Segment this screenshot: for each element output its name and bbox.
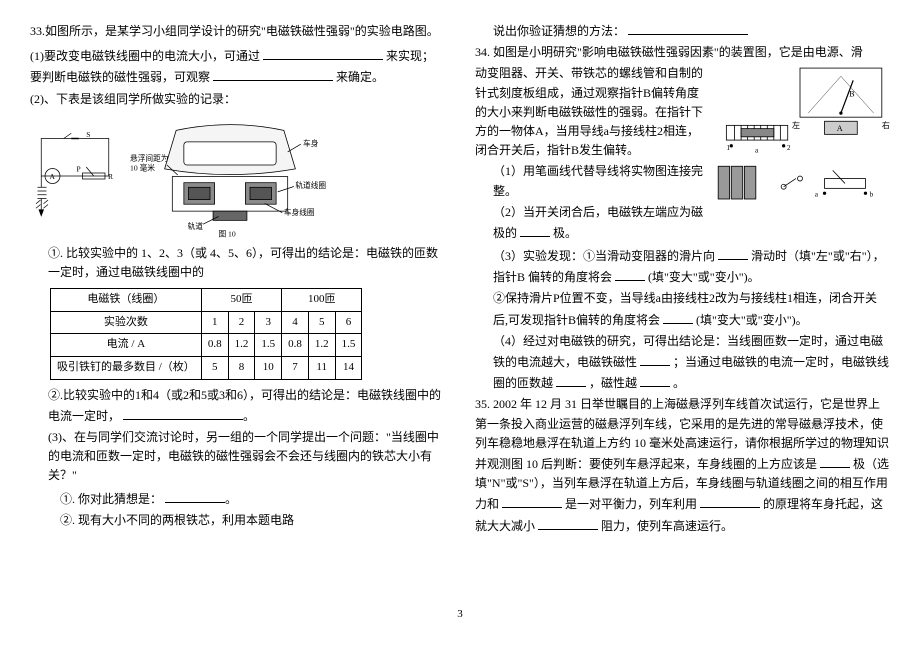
cell: 7 — [282, 356, 309, 379]
q33-p2: (2)、下表是该组同学所做实验的记录： — [30, 90, 445, 109]
blank-14[interactable] — [502, 493, 562, 508]
q33-p1: (1)要改变电磁铁线圈中的电流大小，可通过 来实现；要判断电磁铁的磁性强弱，可观… — [30, 45, 445, 87]
blank-10[interactable] — [640, 351, 670, 366]
blank-13[interactable] — [820, 453, 850, 468]
q33-p1c: 来确定。 — [336, 70, 384, 84]
q33-title: 33.如图所示，是某学习小组同学设计的研究"电磁铁磁性强弱"的实验电路图。 — [30, 22, 445, 41]
c100: 100匝 — [282, 289, 362, 312]
cell: 10 — [255, 356, 282, 379]
th3: 电流 / A — [51, 334, 202, 357]
rail-coil-label: 轨道线圈 — [295, 180, 326, 190]
label-r: R — [108, 172, 113, 181]
cell: 1.5 — [335, 334, 362, 357]
q33-conc2-text: ②.比较实验中的1和4（或2和5或3和6），可得出的结论是：电磁铁线圈中的电流一… — [48, 388, 441, 423]
q33-p1a: (1)要改变电磁铁线圈中的电流大小，可通过 — [30, 49, 260, 63]
q33-p3: (3)、在与同学们交流讨论时，另一组的一个同学提出一个问题："当线圈中的电流和匝… — [48, 428, 445, 486]
svg-text:2: 2 — [787, 143, 791, 152]
cell: 1.5 — [255, 334, 282, 357]
q34-p2b: 极。 — [553, 226, 577, 240]
cell: 6 — [335, 311, 362, 334]
cell: 4 — [282, 311, 309, 334]
q33-sub2: ②. 现有大小不同的两根铁芯，利用本题电路 — [60, 511, 445, 530]
svg-text:a: a — [755, 146, 759, 155]
blank-5[interactable] — [628, 20, 748, 35]
maglev-diagram: 悬浮间距为 10 毫米 车身 轨道线圈 车身线圈 轨道 图 10 — [130, 115, 330, 238]
q33-conc1-text: ①. 比较实验中的 1、2、3（或 4、5、6），可得出的结论是：电磁铁的匝数一… — [48, 246, 438, 279]
svg-text:B: B — [849, 90, 855, 99]
cell: 0.8 — [201, 334, 228, 357]
q34-p3e: (填"变大"或"变小")。 — [696, 313, 808, 327]
q33-sub3: 说出你验证猜想的方法： — [493, 20, 890, 41]
blank-4[interactable] — [165, 488, 225, 503]
q35: 35. 2002 年 12 月 31 日举世瞩目的上海磁悬浮列车线首次试运行，它… — [475, 395, 890, 535]
blank-7[interactable] — [718, 245, 748, 260]
cell: 0.8 — [282, 334, 309, 357]
cell: 11 — [308, 356, 335, 379]
svg-text:1: 1 — [726, 143, 730, 152]
svg-text:A: A — [50, 172, 56, 181]
q34-p4: （4）经过对电磁铁的研究，可得出结论是：当线圈匝数一定时，通过电磁铁的电流越大，… — [493, 332, 890, 394]
q34-p3: （3）实验发现：①当滑动变阻器的滑片向 滑动时（填"左"或"右"），指针B 偏转… — [493, 245, 890, 287]
blank-3[interactable] — [123, 405, 243, 420]
gap-label: 悬浮间距为 — [130, 153, 168, 163]
cell: 3 — [255, 311, 282, 334]
svg-text:左: 左 — [792, 120, 800, 130]
q34-apparatus: B 左 右 A 1 2 a a b — [710, 64, 890, 211]
gap-value: 10 毫米 — [130, 162, 155, 172]
blank-16[interactable] — [538, 515, 598, 530]
cell: 1.2 — [308, 334, 335, 357]
cell: 1 — [201, 311, 228, 334]
q35-t1c: 是一对平衡力，列车利用 — [565, 497, 697, 511]
svg-text:b: b — [870, 190, 874, 199]
rail-label: 轨道 — [188, 221, 204, 231]
blank-8[interactable] — [615, 266, 645, 281]
q34-block: B 左 右 A 1 2 a a b 动变阻器、开关、带铁芯的螺线管和自制的针式刻… — [475, 64, 890, 393]
blank-11[interactable] — [556, 372, 586, 387]
q34-p4c: ，磁性越 — [589, 376, 637, 390]
label-s: S — [86, 131, 90, 139]
svg-text:A: A — [837, 124, 843, 133]
circuit-diagram: S A P R — [30, 131, 120, 221]
q34-p3c: (填"变大"或"变小")。 — [648, 270, 760, 284]
blank-6[interactable] — [520, 222, 550, 237]
data-table: 电磁铁（线圈） 50匝 100匝 实验次数 1 2 3 4 5 6 电流 / A… — [50, 288, 362, 379]
q34-p4d: 。 — [673, 376, 685, 390]
cell: 8 — [228, 356, 255, 379]
blank-12[interactable] — [640, 372, 670, 387]
page-number: 3 — [30, 606, 890, 624]
svg-text:右: 右 — [882, 120, 890, 130]
q33-conc1: ①. 比较实验中的 1、2、3（或 4、5、6），可得出的结论是：电磁铁的匝数一… — [48, 244, 445, 282]
th2: 实验次数 — [51, 311, 202, 334]
blank-1[interactable] — [263, 45, 383, 60]
cell: 1.2 — [228, 334, 255, 357]
body-label: 车身 — [303, 138, 319, 148]
q34-head: 34. 如图是小明研究"影响电磁铁磁性强弱因素"的装置图，它是由电源、滑 — [475, 43, 890, 62]
th1: 电磁铁（线圈） — [51, 289, 202, 312]
q33-sub3-text: 说出你验证猜想的方法： — [493, 24, 625, 38]
fig10-caption: 图 10 — [218, 229, 235, 238]
cell: 5 — [308, 311, 335, 334]
th4: 吸引铁钉的最多数目 /（枚） — [51, 356, 202, 379]
q33-sub1: ①. 你对此猜想是： 。 — [60, 488, 445, 509]
cell: 5 — [201, 356, 228, 379]
q34-p3a: （3）实验发现：①当滑动变阻器的滑片向 — [493, 249, 715, 263]
svg-text:a: a — [815, 190, 819, 199]
cell: 2 — [228, 311, 255, 334]
q33-conc2: ②.比较实验中的1和4（或2和5或3和6），可得出的结论是：电磁铁线圈中的电流一… — [48, 386, 445, 426]
q34-p3d: ②保持滑片P位置不变，当导线a由接线柱2改为与接线柱1相连，闭合开关后,可发现指… — [493, 289, 890, 329]
blank-9[interactable] — [663, 309, 693, 324]
blank-2[interactable] — [213, 66, 333, 81]
body-coil-label: 车身线圈 — [284, 207, 315, 217]
figure-row: S A P R 悬浮间距为 10 毫米 车身 轨道线 — [30, 115, 445, 238]
c50: 50匝 — [201, 289, 281, 312]
q33-sub1-text: ①. 你对此猜想是： — [60, 492, 162, 506]
blank-15[interactable] — [700, 493, 760, 508]
cell: 14 — [335, 356, 362, 379]
q35-t1e: 阻力，使列车高速运行。 — [601, 519, 733, 533]
label-p: P — [77, 165, 81, 174]
